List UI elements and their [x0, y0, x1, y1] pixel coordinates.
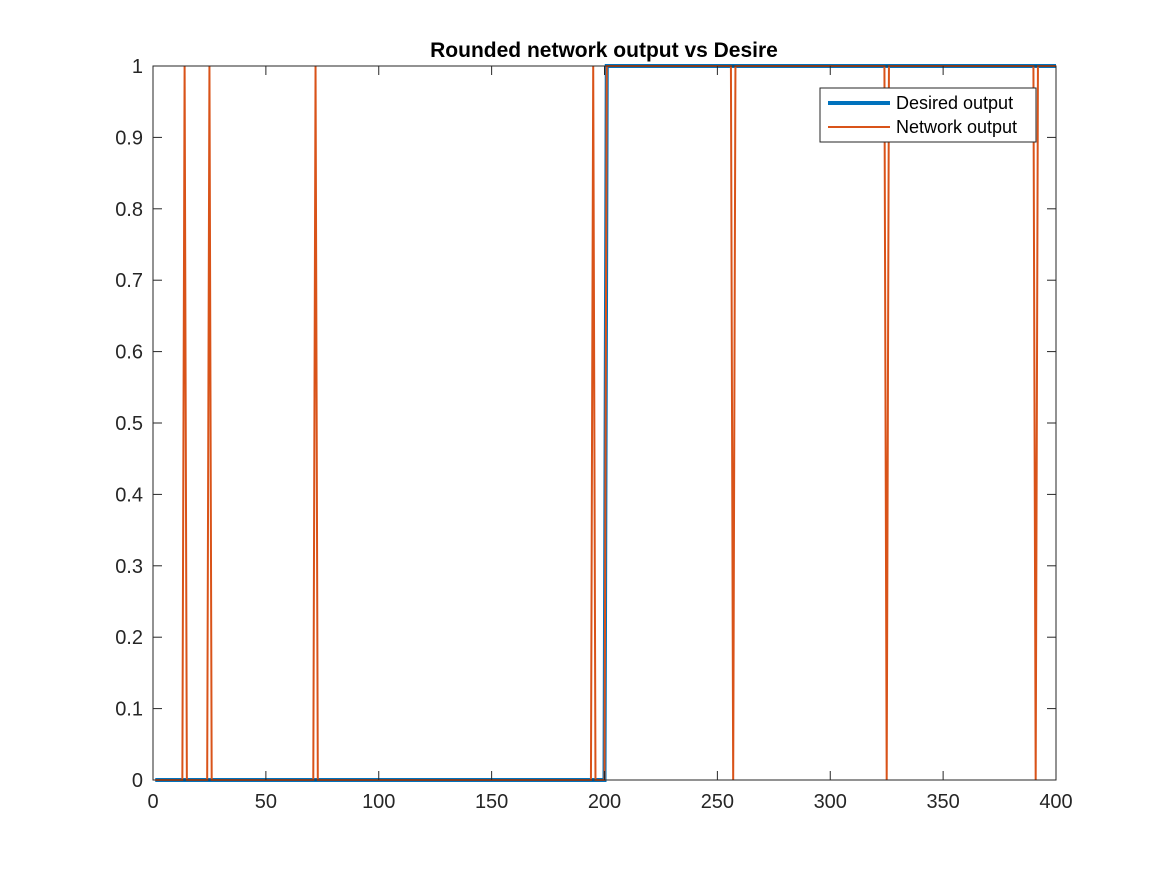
y-tick-label: 0.2 — [115, 627, 143, 649]
y-tick-label: 0 — [132, 770, 143, 792]
plot-area — [152, 64, 1057, 782]
x-tick-label: 150 — [475, 791, 508, 813]
y-tick-label: 0.9 — [115, 127, 143, 149]
x-tick-label: 300 — [814, 791, 847, 813]
legend-entry: Network output — [896, 117, 1017, 137]
legend: Desired output Network output — [819, 87, 1037, 143]
y-tick-label: 0.1 — [115, 699, 143, 721]
y-tick-label: 0.3 — [115, 556, 143, 578]
x-tick-label: 200 — [588, 791, 621, 813]
tick-labels: 0 50 100 150 200 250 300 350 400 0 0.1 0.2 0.3 0.4 0.5… — [115, 56, 1073, 813]
plot-frame — [152, 65, 1057, 781]
y-tick-label: 0.7 — [115, 270, 143, 292]
y-tick-label: 1 — [132, 56, 143, 78]
legend-entry: Desired output — [896, 93, 1013, 113]
y-tick-label: 0.5 — [115, 413, 143, 435]
y-tick-label: 0.8 — [115, 199, 143, 221]
x-tick-label: 400 — [1039, 791, 1072, 813]
x-tick-label: 100 — [362, 791, 395, 813]
legend-box — [819, 87, 1037, 143]
x-tick-label: 0 — [147, 791, 158, 813]
y-tick-label: 0.6 — [115, 342, 143, 364]
x-tick-label: 350 — [926, 791, 959, 813]
chart-title: Rounded network output vs Desire — [430, 39, 778, 62]
x-tick-label: 250 — [701, 791, 734, 813]
x-tick-label: 50 — [255, 791, 277, 813]
y-tick-label: 0.4 — [115, 484, 143, 506]
